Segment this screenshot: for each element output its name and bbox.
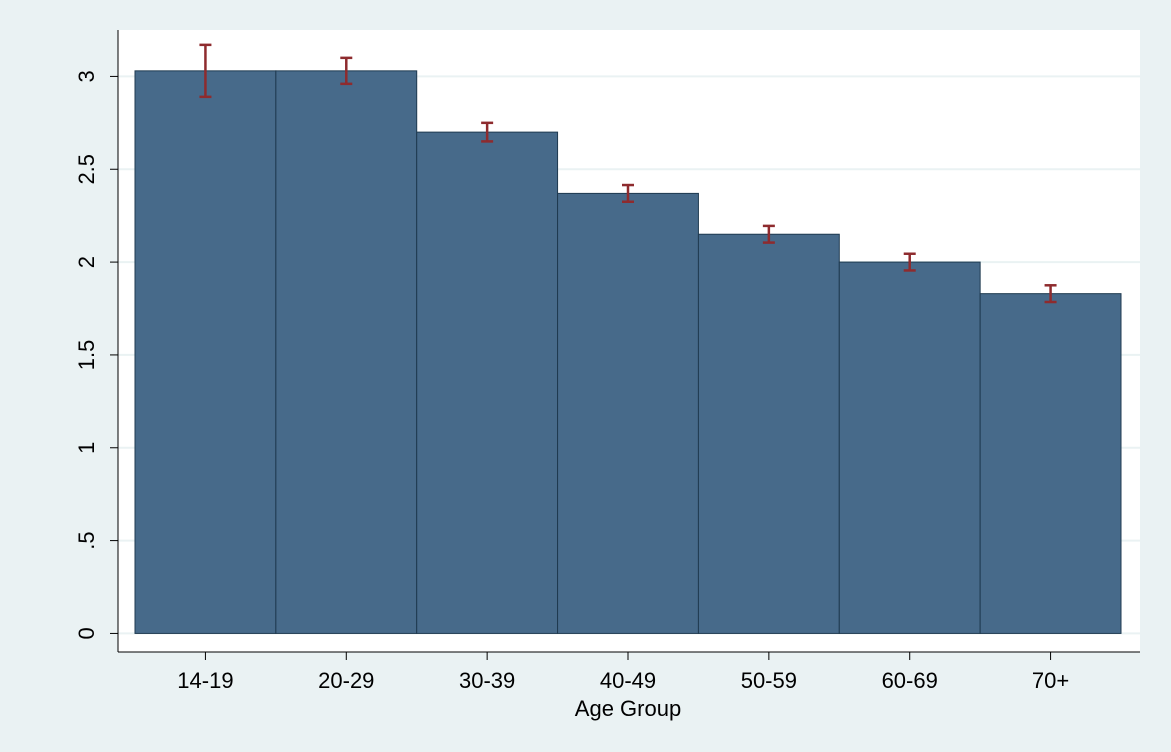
y-tick-label: .5: [74, 531, 99, 549]
bar: [557, 192, 699, 634]
x-tick-label: 30-39: [459, 668, 515, 693]
x-tick-label: 14-19: [177, 668, 233, 693]
x-tick-label: 70+: [1032, 668, 1069, 693]
y-tick-label: 3: [74, 70, 99, 82]
x-tick-label: 40-49: [600, 668, 656, 693]
y-tick-label: 0: [74, 627, 99, 639]
error-bar: [199, 43, 212, 99]
bar: [979, 293, 1122, 634]
x-tick-label: 20-29: [318, 668, 374, 693]
x-tick-label: 60-69: [882, 668, 938, 693]
x-axis-label: Age Group: [575, 696, 681, 721]
error-bar: [340, 56, 353, 86]
bar: [416, 131, 559, 634]
x-tick-label: 50-59: [741, 668, 797, 693]
y-tick-label: 2: [74, 256, 99, 268]
error-bar: [622, 183, 634, 203]
bar: [838, 261, 981, 634]
bar: [275, 70, 418, 634]
bar: [134, 70, 277, 634]
error-bar: [903, 252, 916, 272]
error-bar: [762, 224, 775, 244]
y-tick-label: 2.5: [74, 154, 99, 185]
error-bar: [1044, 284, 1057, 304]
bar: [697, 233, 840, 634]
error-bar: [481, 121, 494, 143]
y-tick-label: 1: [74, 442, 99, 454]
y-tick-label: 1.5: [74, 340, 99, 371]
